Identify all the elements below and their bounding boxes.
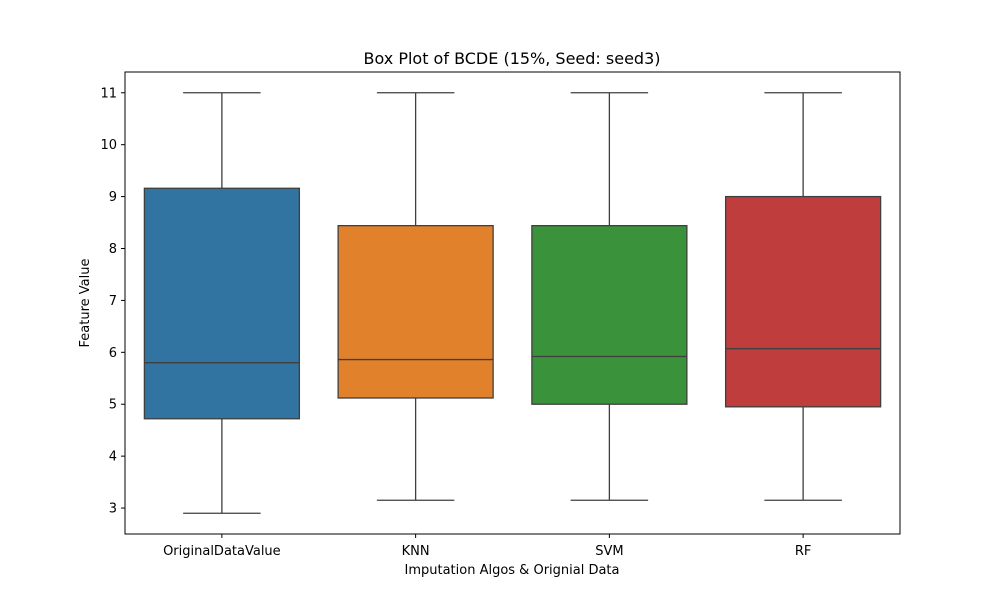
x-axis: OriginalDataValue KNN SVM RF [163, 534, 811, 559]
y-tick-label: 5 [109, 398, 117, 413]
y-axis: 3 4 5 6 7 8 9 10 11 [100, 86, 125, 517]
x-tick-label: RF [795, 544, 812, 559]
chart-title: Box Plot of BCDE (15%, Seed: seed3) [363, 49, 660, 68]
x-tick-label: KNN [402, 544, 430, 559]
y-tick-label: 6 [109, 346, 117, 361]
x-tick-label: OriginalDataValue [163, 544, 281, 559]
box-iqr [724, 195, 882, 408]
y-tick-label: 11 [100, 86, 117, 101]
box-group-knn [337, 92, 494, 501]
x-tick-label: SVM [595, 544, 623, 559]
box-iqr [337, 225, 494, 399]
x-axis-label: Imputation Algos & Orignial Data [404, 563, 619, 578]
y-tick-label: 10 [100, 138, 117, 153]
y-tick-label: 7 [109, 294, 117, 309]
box-group-rf [724, 92, 882, 501]
y-tick-label: 3 [109, 502, 117, 517]
y-tick-label: 4 [109, 450, 117, 465]
plot-area-frame [124, 71, 901, 535]
box-iqr [143, 187, 301, 420]
plot-layer [143, 92, 882, 514]
y-axis-label: Feature Value [78, 259, 93, 348]
y-tick-label: 9 [109, 190, 117, 205]
box-group-originaldatavalue [143, 92, 301, 514]
y-tick-label: 8 [109, 242, 117, 257]
box-iqr [531, 225, 688, 405]
box-group-svm [531, 92, 688, 501]
